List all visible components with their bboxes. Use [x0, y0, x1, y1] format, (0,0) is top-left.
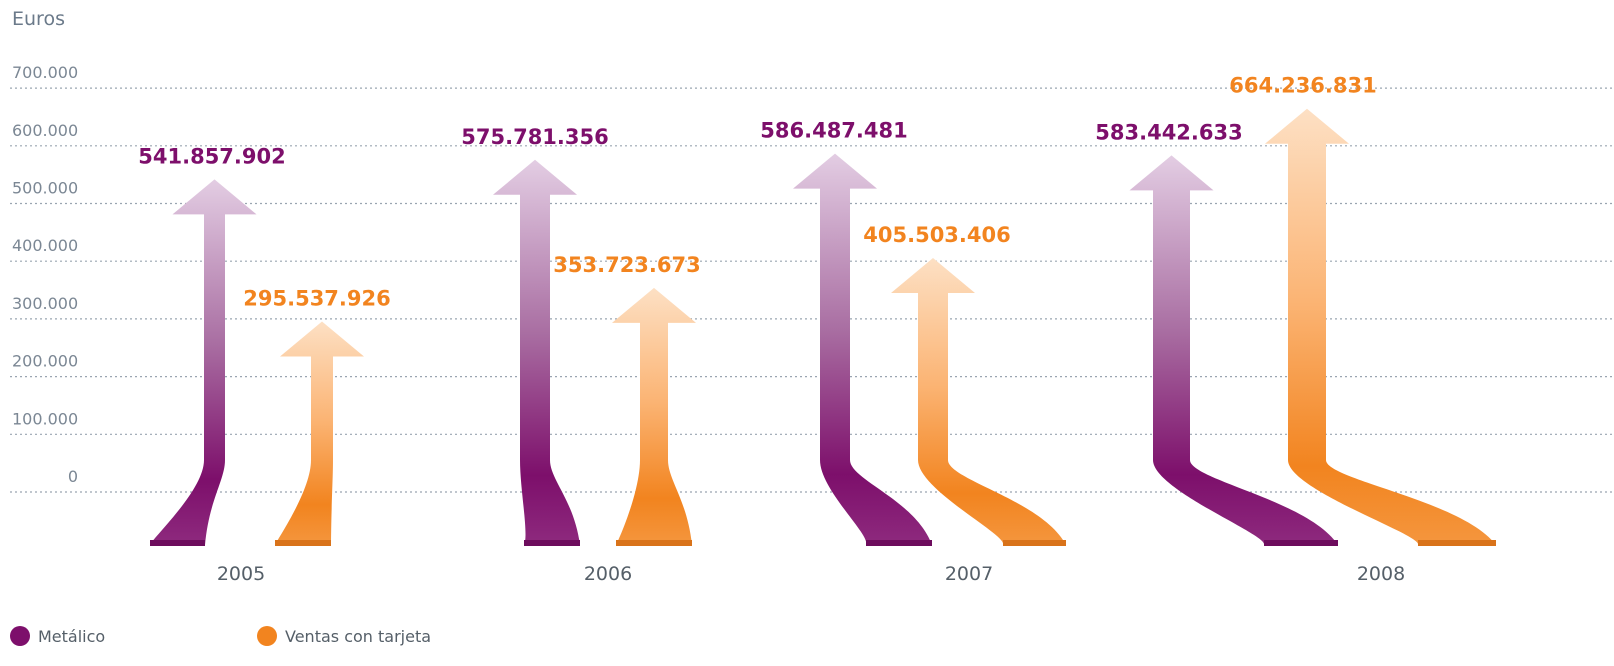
bar-metalico-2007-base: [866, 540, 932, 546]
data-label-metalico-2005: 541.857.902: [138, 144, 285, 168]
bar-tarjeta-2007-base: [1003, 540, 1066, 546]
y-tick-label: 100.000: [12, 409, 78, 428]
bar-tarjeta-2007-body: [891, 258, 1066, 545]
bar-metalico-2006-body: [493, 159, 580, 545]
y-tick-label: 700.000: [12, 63, 78, 82]
bar-tarjeta-2006: [612, 287, 696, 546]
bar-metalico-2005-body: [150, 179, 257, 545]
y-tick-label: 600.000: [12, 121, 78, 140]
y-tick-label: 500.000: [12, 179, 78, 198]
data-label-tarjeta-2007: 405.503.406: [863, 223, 1010, 247]
data-label-tarjeta-2008: 664.236.831: [1229, 74, 1376, 98]
bar-metalico-2005: [150, 179, 257, 546]
x-category-2006: 2006: [584, 563, 632, 585]
bar-metalico-2008-base: [1264, 540, 1338, 546]
bar-tarjeta-2008-base: [1418, 540, 1496, 546]
legend-tarjeta-swatch: [257, 626, 277, 646]
x-category-2005: 2005: [217, 563, 265, 585]
data-label-tarjeta-2006: 353.723.673: [553, 253, 700, 277]
legend-metalico-swatch: [10, 626, 30, 646]
bar-metalico-2007-body: [793, 153, 932, 545]
data-label-metalico-2008: 583.442.633: [1095, 120, 1242, 144]
bar-tarjeta-2005: [275, 321, 364, 546]
y-tick-label: 0: [68, 467, 78, 486]
bar-tarjeta-2007: [891, 258, 1066, 546]
legend-metalico: Metálico: [10, 626, 105, 646]
bar-metalico-2007: [793, 153, 932, 546]
legend-metalico-label: Metálico: [38, 626, 106, 646]
data-label-metalico-2007: 586.487.481: [760, 119, 907, 143]
bar-tarjeta-2006-body: [612, 287, 696, 545]
y-tick-label: 200.000: [12, 352, 78, 371]
bar-tarjeta-2006-base: [616, 540, 692, 546]
bar-metalico-2006-base: [524, 540, 580, 546]
bar-metalico-2008-body: [1129, 155, 1338, 545]
bar-tarjeta-2008-body: [1265, 108, 1496, 545]
y-tick-label: 400.000: [12, 236, 78, 255]
bar-tarjeta-2005-base: [275, 540, 331, 546]
y-unit-label: Euros: [12, 8, 65, 30]
bar-metalico-2006: [493, 159, 580, 546]
bar-metalico-2005-base: [150, 540, 205, 546]
bar-metalico-2008: [1129, 155, 1338, 546]
data-label-metalico-2006: 575.781.356: [461, 125, 608, 149]
legend-tarjeta: Ventas con tarjeta: [257, 626, 431, 646]
x-category-2008: 2008: [1357, 563, 1405, 585]
bar-tarjeta-2008: [1265, 108, 1496, 546]
y-tick-label: 300.000: [12, 294, 78, 313]
legend-tarjeta-label: Ventas con tarjeta: [285, 626, 432, 646]
x-category-2007: 2007: [945, 563, 993, 585]
data-label-tarjeta-2005: 295.537.926: [243, 286, 390, 310]
bar-tarjeta-2005-body: [275, 321, 364, 545]
